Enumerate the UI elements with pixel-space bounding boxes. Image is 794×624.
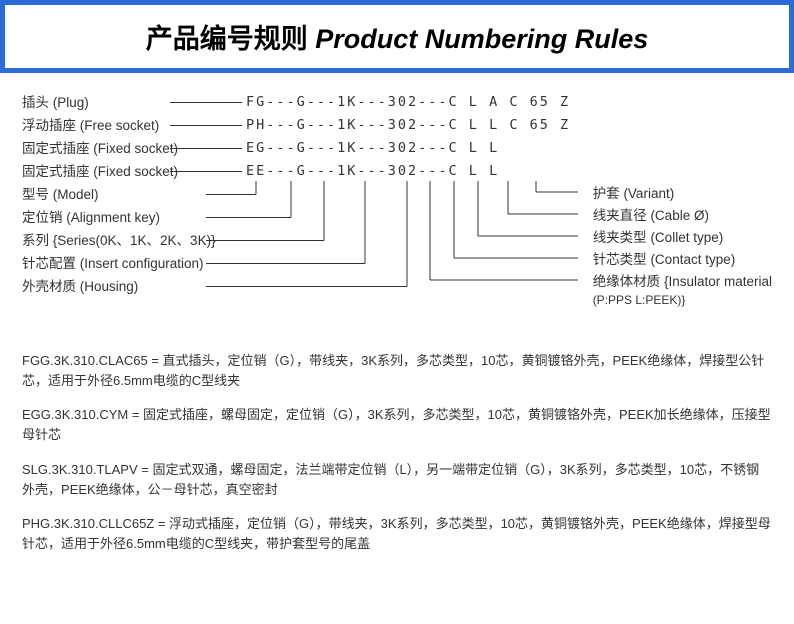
label-contact: 针芯类型 (Contact type) (593, 249, 772, 271)
numbering-diagram: 插头 (Plug) 浮动插座 (Free socket) 固定式插座 (Fixe… (22, 91, 772, 341)
example-3: SLG.3K.310.TLAPV = 固定式双通，螺母固定，法兰端带定位销（L）… (22, 460, 772, 500)
code-fixed1: EG---G---1K---302---C L L (246, 137, 570, 160)
label-plug: 插头 (Plug) (22, 91, 216, 114)
left-labels: 插头 (Plug) 浮动插座 (Free socket) 固定式插座 (Fixe… (22, 91, 216, 298)
title-cn: 产品编号规则 (146, 24, 308, 54)
label-cable-d: 线夹直径 (Cable Ø) (593, 205, 772, 227)
label-series: 系列 {Series(0K、1K、2K、3K)} (22, 229, 216, 252)
label-free-socket: 浮动插座 (Free socket) (22, 114, 216, 137)
code-plug: FG---G---1K---302---C L A C 65 Z (246, 91, 570, 114)
example-2: EGG.3K.310.CYM = 固定式插座，螺母固定，定位销（G），3K系列，… (22, 405, 772, 445)
page-title: 产品编号规则 Product Numbering Rules (5, 17, 789, 56)
label-insert: 针芯配置 (Insert configuration) (22, 252, 216, 275)
content: 插头 (Plug) 浮动插座 (Free socket) 固定式插座 (Fixe… (0, 91, 794, 554)
label-fixed-socket2: 固定式插座 (Fixed socket) (22, 160, 216, 183)
label-collet: 线夹类型 (Collet type) (593, 227, 772, 249)
code-strings: FG---G---1K---302---C L A C 65 Z PH---G-… (246, 91, 570, 183)
label-alignkey: 定位销 (Alignment key) (22, 206, 216, 229)
label-housing: 外壳材质 (Housing) (22, 275, 216, 298)
title-en: Product Numbering Rules (315, 24, 648, 54)
label-fixed-socket1: 固定式插座 (Fixed socket) (22, 137, 216, 160)
example-1: FGG.3K.310.CLAC65 = 直式插头，定位销（G），带线夹，3K系列… (22, 351, 772, 391)
code-fixed2: EE---G---1K---302---C L L (246, 160, 570, 183)
header-box: 产品编号规则 Product Numbering Rules (0, 0, 794, 73)
code-free-socket: PH---G---1K---302---C L L C 65 Z (246, 114, 570, 137)
examples: FGG.3K.310.CLAC65 = 直式插头，定位销（G），带线夹，3K系列… (22, 351, 772, 554)
label-variant: 护套 (Variant) (593, 183, 772, 205)
label-model: 型号 (Model) (22, 183, 216, 206)
example-4: PHG.3K.310.CLLC65Z = 浮动式插座，定位销（G），带线夹，3K… (22, 514, 772, 554)
right-labels: 护套 (Variant) 线夹直径 (Cable Ø) 线夹类型 (Collet… (593, 183, 772, 311)
